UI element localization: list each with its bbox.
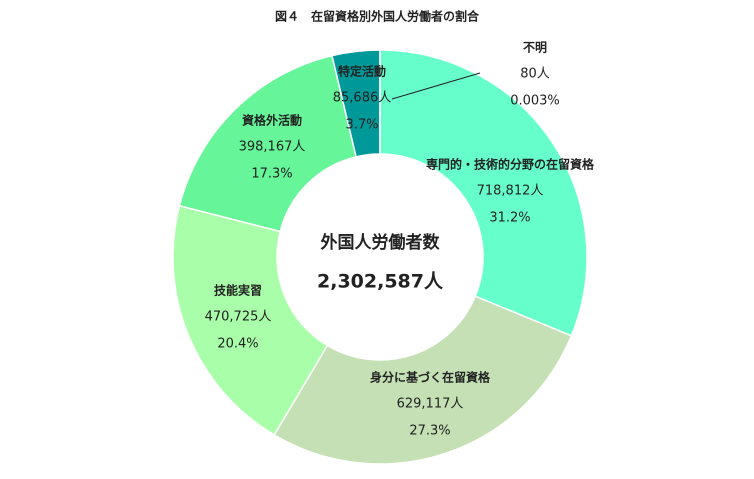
slice-label: 技能実習 — [214, 283, 262, 298]
percent-label: 17.3% — [251, 167, 292, 182]
center-title: 外国人労働者数 — [321, 232, 441, 253]
leader-line — [391, 72, 481, 100]
center-value: 2,302,587人 — [317, 271, 444, 293]
slices — [172, 49, 588, 465]
percent-label: 3.7% — [345, 118, 378, 133]
chart-title: 図４ 在留資格別外国人労働者の割合 — [275, 9, 480, 24]
value-label: 398,167人 — [239, 140, 306, 155]
value-label: 80人 — [520, 67, 550, 82]
slice-label: 不明 — [523, 41, 547, 55]
slice-label: 特定活動 — [338, 64, 386, 79]
slice-label: 専門的・技術的分野の在留資格 — [426, 157, 595, 172]
value-label: 629,117人 — [397, 397, 464, 412]
percent-label: 20.4% — [217, 337, 258, 352]
slice — [172, 204, 329, 436]
value-label: 85,686人 — [333, 91, 392, 106]
value-label: 718,812人 — [477, 184, 544, 199]
slice-label: 身分に基づく在留資格 — [370, 370, 491, 385]
slice-label: 資格外活動 — [242, 113, 302, 128]
percent-label: 0.003% — [510, 94, 560, 109]
value-label: 470,725人 — [205, 310, 272, 325]
percent-label: 27.3% — [409, 424, 450, 439]
slice — [379, 49, 588, 337]
percent-label: 31.2% — [489, 211, 530, 226]
slice — [273, 295, 573, 465]
slice — [178, 54, 358, 233]
